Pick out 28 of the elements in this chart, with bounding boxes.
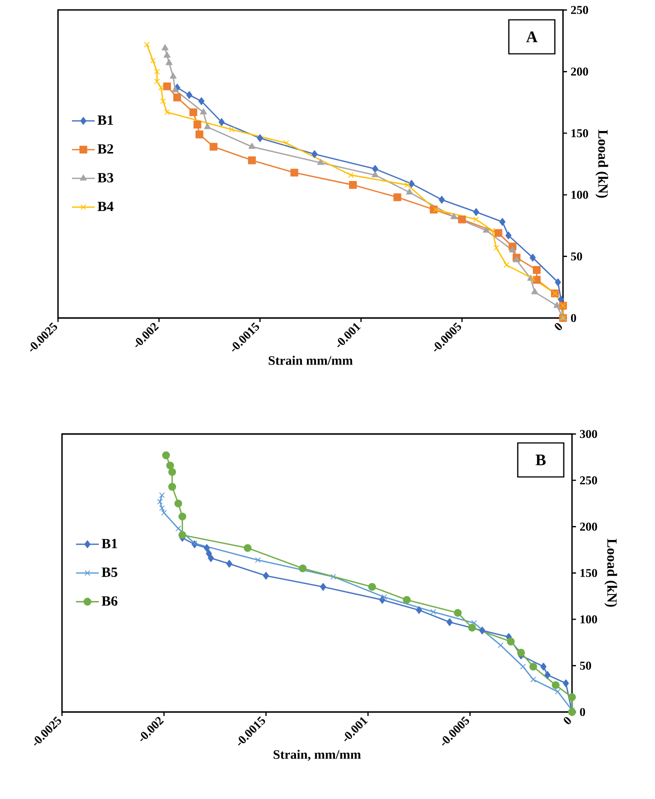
text: A — [526, 32, 538, 42]
y-axis-title: Looad (kN) — [595, 130, 608, 198]
text: B — [536, 454, 546, 466]
y-tick-label: 0 — [570, 314, 576, 322]
y-tick-label: 150 — [580, 568, 598, 578]
legend-label: B3 — [98, 173, 114, 182]
y-tick-label: 250 — [571, 6, 588, 14]
legend-label: B6 — [102, 596, 118, 606]
y-tick-label: 100 — [580, 615, 598, 624]
legend-label: B4 — [98, 202, 114, 212]
y-tick-label: 200 — [571, 68, 588, 76]
y-tick-label: 100 — [571, 190, 588, 199]
y-tick-label: 200 — [580, 522, 598, 531]
y-tick-label: 0 — [580, 708, 586, 716]
legend-label: B1 — [98, 115, 113, 125]
y-tick-label: 150 — [571, 129, 588, 138]
y-tick-label: 50 — [571, 252, 582, 260]
y-tick-label: 300 — [580, 430, 598, 438]
y-tick-label: 250 — [580, 476, 598, 484]
x-tick-label: 0 — [564, 717, 571, 724]
x-axis-title: Strain, mm/mm — [274, 750, 361, 761]
legend-label: B2 — [98, 144, 114, 154]
y-tick-label: 50 — [580, 662, 592, 670]
x-axis-title: Strain mm/mm — [268, 356, 353, 365]
y-axis-title: Looad (kN) — [604, 538, 618, 607]
legend-label: B5 — [102, 568, 118, 577]
x-tick-label: 0 — [554, 323, 562, 330]
legend-label: B1 — [102, 538, 118, 548]
